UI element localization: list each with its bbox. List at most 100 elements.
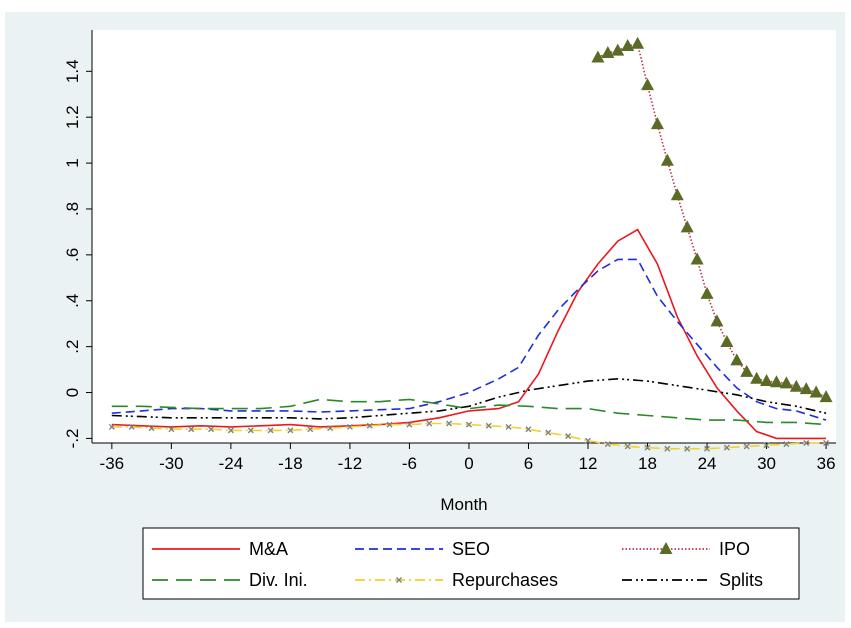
x-tick-label: 12 [579,454,598,473]
data-point [585,437,591,444]
data-point [684,445,691,452]
data-point [760,374,774,387]
data-point [700,286,714,299]
legend-item-splits: Splits [622,570,763,590]
y-tick-label: -.2 [63,428,82,448]
data-point [327,425,334,432]
data-point [287,427,294,434]
data-point [644,444,651,451]
x-tick-label: -6 [402,454,417,473]
x-tick-label: 24 [698,454,717,473]
legend-item-ipo: IPO [622,539,750,559]
data-point [601,45,615,58]
data-point [485,422,492,429]
y-tick-label: .6 [63,248,82,262]
data-point [641,78,655,91]
series-ipo [591,36,833,403]
x-tick-label: -30 [159,454,184,473]
series-line-seo [111,258,827,421]
data-point [545,429,552,436]
data-point [247,427,254,434]
x-tick-label: 0 [464,454,473,473]
data-point [670,188,684,201]
x-tick-label: 36 [817,454,836,473]
data-point [505,423,512,430]
x-axis-ticks: -36 -30 -24 -18 -12 -6 0 6 12 18 24 30 36 [100,443,836,473]
data-point [803,440,810,446]
data-point [148,425,155,432]
data-point [783,441,790,448]
data-point [799,382,813,395]
data-point [763,442,770,449]
data-point [267,427,274,434]
data-point [789,379,803,392]
data-point [743,443,750,450]
data-point [346,423,353,430]
legend-item-seo: SEO [355,539,490,559]
series-line-splits [111,377,827,420]
data-point [386,421,393,428]
data-point [710,314,724,327]
data-point [621,39,635,52]
data-point [809,385,823,398]
data-point [565,433,572,440]
data-point [704,445,711,452]
series-repurchases [108,420,830,452]
data-point [446,420,453,427]
data-point [525,426,532,433]
data-point [591,50,605,63]
data-point [779,376,793,389]
y-tick-label: .8 [63,202,82,216]
data-point [690,252,704,265]
series-m-a [111,228,827,440]
legend-label: Repurchases [452,570,558,590]
data-point [769,375,783,388]
y-tick-label: 0 [63,388,82,397]
data-point [664,445,671,452]
data-point [465,421,472,428]
legend-label: SEO [452,539,490,559]
legend-marker [396,577,402,583]
data-point [208,426,215,433]
data-point [730,353,744,366]
data-point [406,421,413,428]
y-tick-label: 1.2 [63,105,82,129]
y-tick-label: 1 [63,158,82,167]
data-point [720,335,734,348]
x-tick-label: 6 [524,454,533,473]
x-tick-label: 30 [757,454,776,473]
series-layer [108,36,833,452]
x-tick-label: -24 [219,454,244,473]
data-point [108,423,115,430]
x-tick-label: 18 [638,454,657,473]
legend-item-repurchases: Repurchases [355,570,558,590]
legend-label: M&A [249,539,288,559]
data-point [624,443,631,450]
data-point [188,426,195,433]
data-point [426,420,433,427]
y-tick-label: .2 [63,340,82,354]
data-point [307,426,314,433]
legend-item-m-a: M&A [152,539,288,559]
x-tick-label: -12 [338,454,363,473]
y-tick-label: 1.4 [63,59,82,83]
series-line-m-a [111,228,827,440]
data-point [168,426,175,433]
legend-label: Splits [719,570,763,590]
data-point [819,390,833,403]
series-splits [111,377,827,420]
data-point [680,220,694,233]
data-point [128,423,135,430]
legend-label: Div. Ini. [249,570,308,590]
legend-box [142,527,800,600]
legend-marker [659,542,673,554]
legend-label: IPO [719,539,750,559]
data-point [631,36,645,49]
data-point [660,153,674,166]
legend: M&A SEO IPO Div. Ini. Repurchases Splits [152,539,763,590]
data-point [723,444,730,451]
legend-item-div-ini: Div. Ini. [152,570,308,590]
data-point [611,43,625,56]
data-point [750,371,764,384]
